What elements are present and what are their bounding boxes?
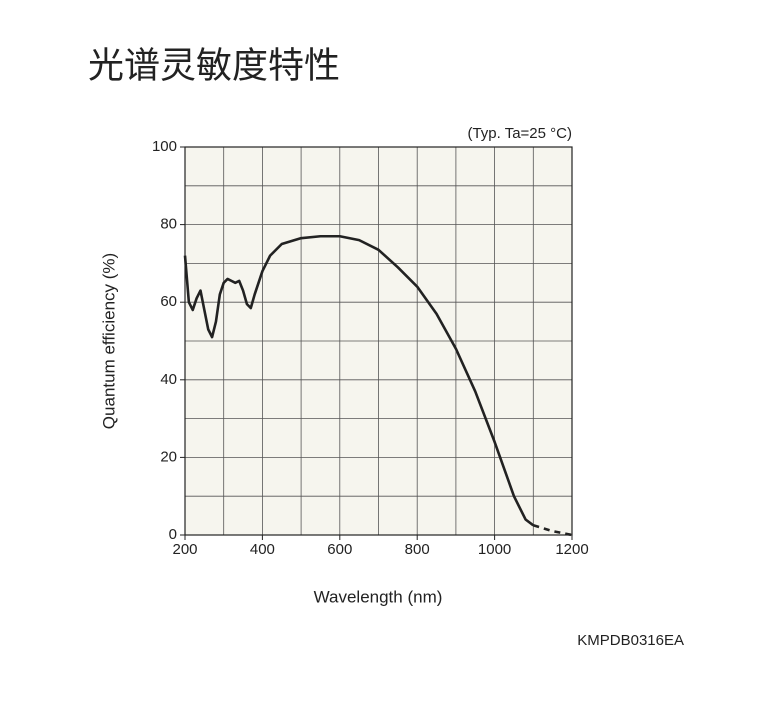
y-tick-label: 20: [160, 448, 177, 465]
y-tick-label: 40: [160, 371, 177, 388]
response-curve: [183, 234, 535, 527]
y-tick-label: 100: [152, 138, 177, 155]
x-tick-label: 1000: [478, 541, 511, 558]
y-tick-label: 60: [160, 293, 177, 310]
x-tick-label: 400: [250, 541, 275, 558]
x-tick-label: 600: [327, 541, 352, 558]
x-tick-label: 800: [405, 541, 430, 558]
y-tick-label: 80: [160, 216, 177, 233]
condition-note: (Typ. Ta=25 °C): [467, 125, 572, 142]
response-curve: [532, 524, 573, 537]
chart-title: 光谱灵敏度特性: [88, 45, 340, 86]
figure-code: KMPDB0316EA: [577, 632, 684, 649]
x-tick-label: 1200: [555, 541, 588, 558]
y-tick-label: 0: [169, 526, 177, 543]
y-axis-label: Quantum efficiency (%): [99, 253, 118, 429]
x-axis-label: Wavelength (nm): [314, 587, 443, 606]
plot-frame: [184, 146, 573, 536]
x-tick-label: 200: [172, 541, 197, 558]
